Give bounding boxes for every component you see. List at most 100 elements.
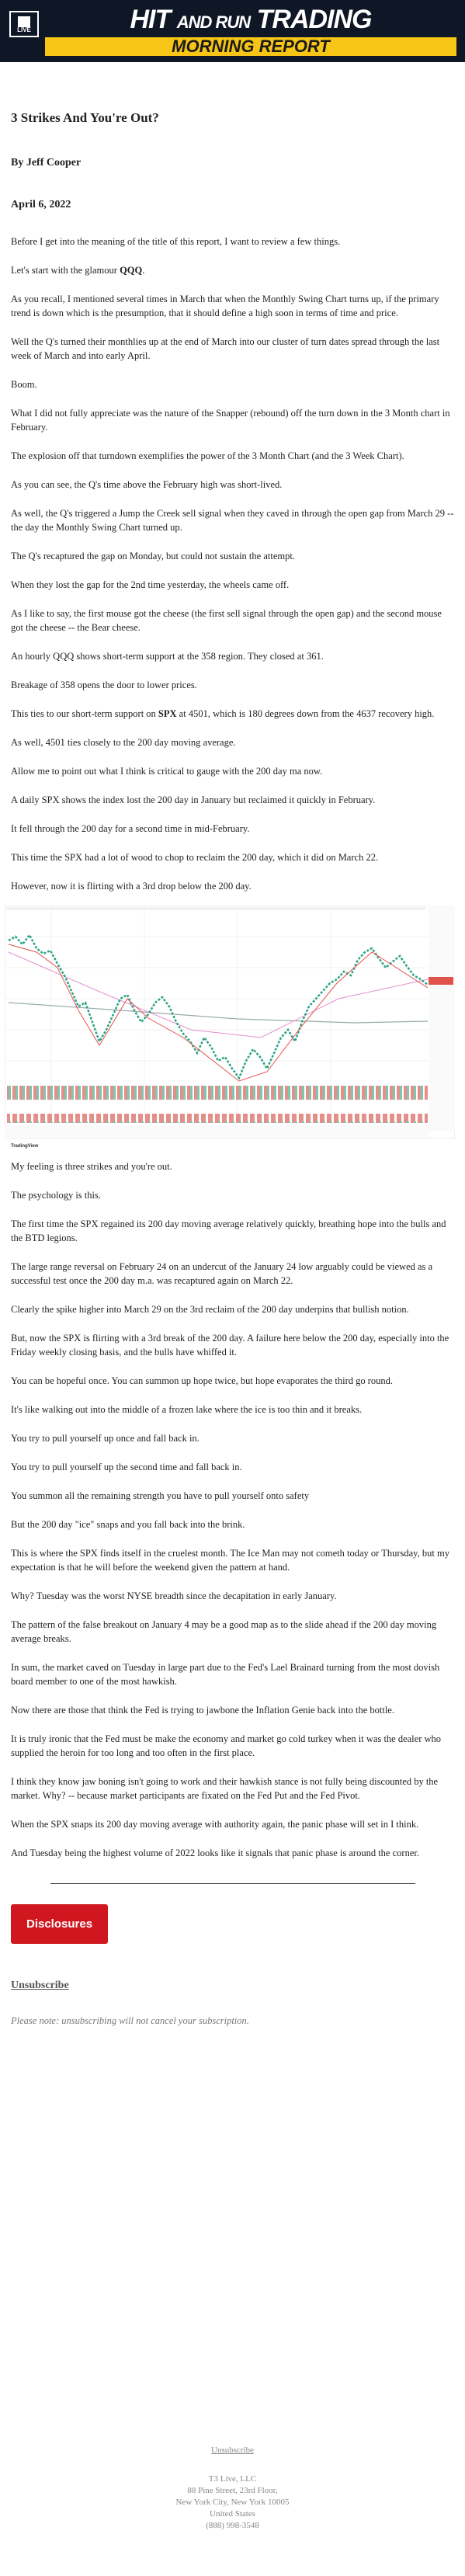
logo: LIVE <box>9 11 39 37</box>
text: As well, the Q's triggered a Jump the Cr… <box>11 508 454 533</box>
paragraph: You try to pull yourself up once and fal… <box>11 1431 454 1445</box>
text: at 4501, which is 180 degrees down from … <box>176 708 435 719</box>
paragraph: As you recall, I mentioned several times… <box>11 292 454 320</box>
paragraph: In sum, the market caved on Tuesday in l… <box>11 1660 454 1688</box>
brand-text: HIT <box>130 5 171 34</box>
paragraph: But, now the SPX is flirting with a 3rd … <box>11 1331 454 1359</box>
paragraph: A daily SPX shows the index lost the 200… <box>11 793 454 807</box>
text: This is where the SPX finds itself in th… <box>11 1548 449 1573</box>
paragraph: The pattern of the false breakout on Jan… <box>11 1618 454 1646</box>
paragraph: You summon all the remaining strength yo… <box>11 1489 454 1503</box>
text: The first time the SPX regained its 200 … <box>11 1218 446 1243</box>
text: As I like to say, the first mouse got th… <box>11 608 442 633</box>
text: This ties to our short-term support on <box>11 708 158 719</box>
text: When they lost the gap for the 2nd time … <box>11 579 290 590</box>
paragraph: It is truly ironic that the Fed must be … <box>11 1732 454 1760</box>
text: Well the Q's turned their monthlies up a… <box>11 336 440 361</box>
footer: Unsubscribe T3 Live, LLC 88 Pine Street, … <box>0 2445 465 2532</box>
text: As well, 4501 ties closely to the 200 da… <box>11 737 236 748</box>
text: Breakage of 358 opens the door to lower … <box>11 680 197 690</box>
paragraph: Breakage of 358 opens the door to lower … <box>11 678 454 692</box>
text: It's like walking out into the middle of… <box>11 1404 363 1415</box>
note: Please note: unsubscribing will not canc… <box>11 2015 249 2026</box>
paragraphs: My feeling is three strikes and you're o… <box>11 1159 454 1860</box>
text: SPX <box>158 708 177 719</box>
text: In sum, the market caved on Tuesday in l… <box>11 1662 440 1687</box>
paragraph: Boom. <box>11 377 454 391</box>
paragraph: However, now it is flirting with a 3rd d… <box>11 879 454 893</box>
header: LIVE HIT AND RUN TRADING MORNING REPORT <box>0 0 465 62</box>
text: QQQ <box>120 265 143 276</box>
text: Now there are those that think the Fed i… <box>11 1705 394 1716</box>
paragraph: Now there are those that think the Fed i… <box>11 1703 454 1717</box>
date: April 6, 2022 <box>11 199 71 210</box>
text: When the SPX snaps its 200 day moving av… <box>11 1819 419 1830</box>
text: You try to pull yourself up once and fal… <box>11 1433 200 1444</box>
text: The explosion off that turndown exemplif… <box>11 450 404 461</box>
text: Before I get into the meaning of the tit… <box>11 236 341 247</box>
paragraph: This ties to our short-term support on S… <box>11 707 454 721</box>
footer-line: (888) 998-3548 <box>206 2521 259 2530</box>
paragraph: Well the Q's turned their monthlies up a… <box>11 335 454 363</box>
paragraph: When they lost the gap for the 2nd time … <box>11 578 454 592</box>
title: 3 Strikes And You're Out? <box>11 110 159 125</box>
text: What I did not fully appreciate was the … <box>11 408 450 433</box>
text: Allow me to point out what I think is cr… <box>11 766 323 777</box>
paragraph: This time the SPX had a lot of wood to c… <box>11 850 454 864</box>
chart-image <box>4 905 456 1139</box>
paragraph: As I like to say, the first mouse got th… <box>11 607 454 634</box>
text: Let's start with the glamour <box>11 265 120 276</box>
footer-unsubscribe[interactable]: Unsubscribe <box>211 2446 254 2455</box>
text: The Q's recaptured the gap on Monday, bu… <box>11 551 295 561</box>
footer-address: T3 Live, LLC 88 Pine Street, 23rd Floor, N… <box>0 2473 465 2532</box>
brand-text: AND RUN <box>176 12 251 32</box>
paragraph: As well, 4501 ties closely to the 200 da… <box>11 735 454 749</box>
text: Boom. <box>11 379 37 390</box>
text: The large range reversal on February 24 … <box>11 1261 433 1286</box>
text: . <box>142 265 145 276</box>
text: You summon all the remaining strength yo… <box>11 1490 310 1501</box>
paragraph: The first time the SPX regained its 200 … <box>11 1217 454 1245</box>
text: However, now it is flirting with a 3rd d… <box>11 881 252 892</box>
chart-credit: TradingView <box>11 1144 39 1149</box>
text: I think they know jaw boning isn't going… <box>11 1776 439 1801</box>
paragraph: You try to pull yourself up the second t… <box>11 1460 454 1474</box>
text: You try to pull yourself up the second t… <box>11 1462 242 1472</box>
text: Clearly the spike higher into March 29 o… <box>11 1304 409 1315</box>
paragraph: Why? Tuesday was the worst NYSE breadth … <box>11 1589 454 1603</box>
unsubscribe-link[interactable]: Unsubscribe <box>11 1980 69 1991</box>
paragraph: The explosion off that turndown exemplif… <box>11 449 454 463</box>
footer-line: T3 Live, LLC <box>208 2474 257 2484</box>
divider <box>50 1883 415 1884</box>
paragraph: It fell through the 200 day for a second… <box>11 822 454 836</box>
paragraph: An hourly QQQ shows short-term support a… <box>11 649 454 663</box>
footer-line: 88 Pine Street, 23rd Floor, <box>187 2486 278 2495</box>
article: 3 Strikes And You're Out? By Jeff Cooper… <box>0 110 465 2027</box>
footer-line: United States <box>210 2509 255 2519</box>
text: As you can see, the Q's time above the F… <box>11 479 283 490</box>
paragraph: But the 200 day "ice" snaps and you fall… <box>11 1517 454 1531</box>
paragraph: When the SPX snaps its 200 day moving av… <box>11 1817 454 1831</box>
paragraph: As well, the Q's triggered a Jump the Cr… <box>11 506 454 534</box>
paragraph: I think they know jaw boning isn't going… <box>11 1775 454 1803</box>
disclosures-button[interactable]: Disclosures <box>11 1904 109 1944</box>
text: A daily SPX shows the index lost the 200… <box>11 794 376 805</box>
paragraph: Before I get into the meaning of the tit… <box>11 235 454 249</box>
text: But the 200 day "ice" snaps and you fall… <box>11 1519 245 1530</box>
text: Why? Tuesday was the worst NYSE breadth … <box>11 1590 337 1601</box>
text: You can be hopeful once. You can summon … <box>11 1375 394 1386</box>
paragraph: It's like walking out into the middle of… <box>11 1403 454 1417</box>
paragraph: Clearly the spike higher into March 29 o… <box>11 1302 454 1316</box>
paragraph: The psychology is this. <box>11 1188 454 1202</box>
paragraph: Allow me to point out what I think is cr… <box>11 764 454 778</box>
text: It is truly ironic that the Fed must be … <box>11 1733 442 1758</box>
brand: HIT AND RUN TRADING <box>45 5 456 35</box>
text: But, now the SPX is flirting with a 3rd … <box>11 1333 449 1358</box>
brand-text: TRADING <box>256 5 373 34</box>
paragraph: As you can see, the Q's time above the F… <box>11 478 454 492</box>
paragraph: My feeling is three strikes and you're o… <box>11 1159 454 1173</box>
byline: By Jeff Cooper <box>11 157 82 169</box>
text: The pattern of the false breakout on Jan… <box>11 1619 437 1644</box>
text: And Tuesday being the highest volume of … <box>11 1848 419 1858</box>
paragraphs: Before I get into the meaning of the tit… <box>11 235 454 893</box>
